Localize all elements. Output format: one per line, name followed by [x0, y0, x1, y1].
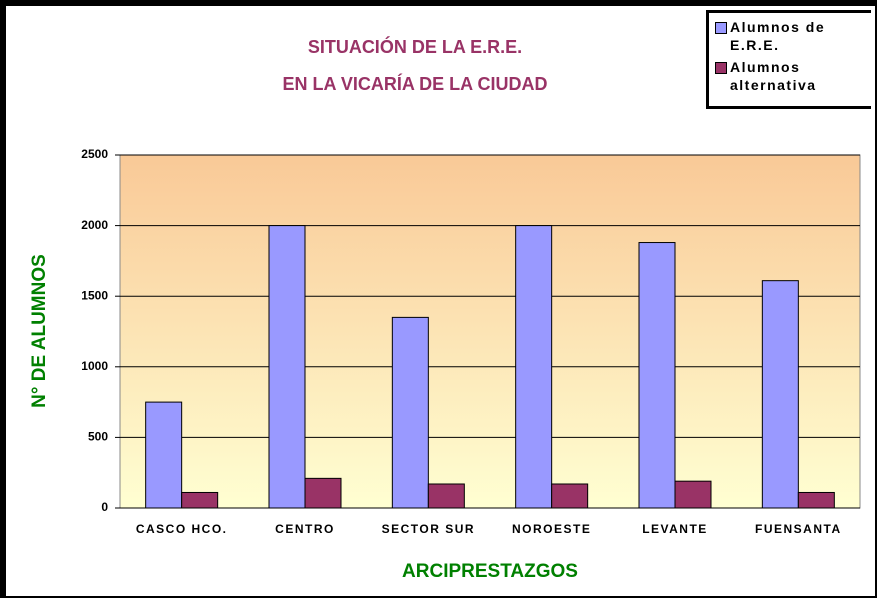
chart-title: EN LA VICARÍA DE LA CIUDAD	[283, 73, 548, 94]
bar	[427, 483, 465, 509]
x-axis-label: ARCIPRESTAZGOS	[402, 561, 578, 582]
legend-swatch	[715, 22, 727, 34]
legend-item: Alumnos de E.R.E.	[715, 18, 871, 54]
bar	[797, 491, 835, 509]
y-axis-label: N° DE ALUMNOS	[29, 254, 50, 408]
bar	[638, 242, 676, 509]
bar	[391, 316, 429, 509]
bar	[761, 280, 799, 509]
y-tick-label: 1500	[81, 288, 108, 302]
y-tick-label: 500	[88, 430, 108, 444]
x-tick-label: CENTRO	[275, 522, 335, 536]
plot-area	[119, 154, 861, 509]
y-tick-label: 0	[101, 500, 108, 514]
bar	[674, 480, 712, 509]
legend-swatch	[715, 62, 727, 74]
x-tick-label: SECTOR SUR	[382, 522, 475, 536]
legend-label: Alumnos de E.R.E.	[730, 19, 826, 53]
bar	[181, 491, 219, 509]
y-tick-label: 2000	[81, 218, 108, 232]
bar	[551, 483, 589, 509]
y-tick-label: 1000	[81, 359, 108, 373]
bar	[304, 477, 342, 509]
legend: Alumnos de E.R.E. Alumnos alternativa	[706, 10, 871, 109]
legend-label: Alumnos alternativa	[730, 59, 817, 93]
x-tick-label: NOROESTE	[512, 522, 591, 536]
bar	[145, 401, 183, 509]
x-tick-label: FUENSANTA	[755, 522, 842, 536]
bar	[268, 225, 306, 509]
y-tick-label: 2500	[81, 147, 108, 161]
legend-item: Alumnos alternativa	[715, 58, 871, 94]
chart-title: SITUACIÓN DE LA E.R.E.	[308, 36, 522, 57]
bar	[515, 225, 553, 509]
x-tick-label: CASCO HCO.	[136, 522, 228, 536]
x-tick-label: LEVANTE	[642, 522, 708, 536]
